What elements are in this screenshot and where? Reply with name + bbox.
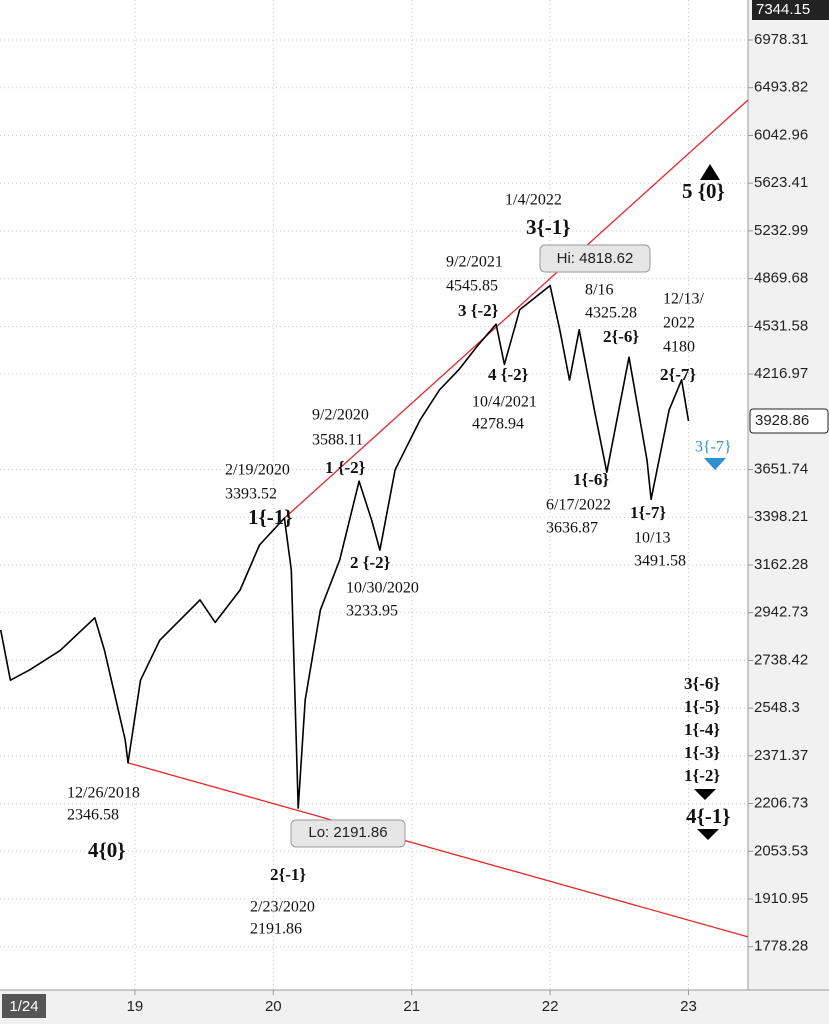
- top-price-box: [752, 0, 829, 20]
- annotation: 9/2/2021: [446, 254, 503, 271]
- high-label: Hi: 4818.62: [557, 250, 634, 267]
- annotation: 2191.86: [250, 921, 302, 938]
- annotation: 3{-1}: [526, 215, 571, 239]
- last-price: 3928.86: [755, 412, 809, 429]
- y-tick-label: 6978.31: [754, 31, 808, 48]
- top-price: 7344.15: [756, 1, 810, 18]
- y-tick-label: 3162.28: [754, 556, 808, 573]
- x-start-box: [2, 994, 46, 1018]
- price-line: [0, 284, 690, 809]
- y-axis-panel: [748, 0, 829, 1024]
- annotation: 1{-7}: [630, 503, 666, 522]
- x-tick-label: 22: [542, 998, 559, 1015]
- y-tick-label: 6042.96: [754, 126, 808, 143]
- annotation: 3393.52: [225, 486, 277, 503]
- annotation: 12/26/2018: [67, 785, 140, 802]
- y-tick-label: 2206.73: [754, 795, 808, 812]
- annotation: 9/2/2020: [312, 407, 369, 424]
- y-tick-label: 6493.82: [754, 79, 808, 96]
- annotation: 5 {0}: [682, 179, 725, 203]
- annotation: 1{-4}: [684, 720, 720, 739]
- x-start-label: 1/24: [9, 998, 38, 1015]
- annotation: 1{-2}: [684, 766, 720, 785]
- low-callout: [290, 819, 406, 848]
- triangle-down: [704, 458, 726, 470]
- triangle-down: [697, 829, 719, 840]
- trendline: [283, 99, 749, 519]
- x-tick-label: 19: [127, 998, 144, 1015]
- annotation: 6/17/2022: [546, 497, 611, 514]
- y-tick-label: 2371.37: [754, 747, 808, 764]
- annotation: 3233.95: [346, 603, 398, 620]
- y-tick-label: 5623.41: [754, 174, 808, 191]
- annotation: 4{-1}: [686, 804, 731, 828]
- annotation: 1/4/2022: [505, 192, 562, 209]
- annotation: 4325.28: [585, 305, 637, 322]
- annotation: 2346.58: [67, 807, 119, 824]
- last-price-box: [749, 408, 829, 434]
- annotation: 3 {-2}: [458, 301, 499, 320]
- triangle-up: [700, 164, 720, 180]
- triangle-down: [694, 789, 716, 800]
- trendline: [127, 762, 749, 938]
- x-tick-label: 20: [265, 998, 282, 1015]
- annotation: 4 {-2}: [488, 365, 529, 384]
- annotation: 1{-6}: [573, 470, 609, 489]
- y-tick-label: 3651.74: [754, 460, 808, 477]
- y-tick-label: 4216.97: [754, 365, 808, 382]
- y-tick-label: 3398.21: [754, 508, 808, 525]
- annotation: 2{-1}: [270, 865, 306, 884]
- annotation: 1{-1}: [248, 505, 293, 529]
- y-tick-label: 4869.68: [754, 270, 808, 287]
- annotation: 1{-3}: [684, 743, 720, 762]
- annotation: 2 {-2}: [350, 553, 391, 572]
- annotation: 1{-5}: [684, 697, 720, 716]
- annotation: 2{-6}: [603, 327, 639, 346]
- annotation: 10/13: [634, 530, 670, 547]
- annotation: 1 {-2}: [325, 458, 366, 477]
- annotation: 3588.11: [312, 432, 363, 449]
- x-axis-panel: [0, 990, 829, 1024]
- annotation: 2022: [663, 315, 695, 332]
- annotation: 3636.87: [546, 520, 598, 537]
- y-tick-label: 2053.53: [754, 842, 808, 859]
- annotation: 4545.85: [446, 278, 498, 295]
- y-tick-label: 4531.58: [754, 317, 808, 334]
- y-tick-label: 2548.3: [754, 699, 800, 716]
- annotation: 2/19/2020: [225, 462, 290, 479]
- annotation: 3{-7}: [695, 439, 732, 456]
- y-tick-label: 1910.95: [754, 890, 808, 907]
- annotation: 2/23/2020: [250, 899, 315, 916]
- y-tick-label: 5232.99: [754, 222, 808, 239]
- x-tick-label: 21: [403, 998, 420, 1015]
- x-tick-label: 23: [680, 998, 697, 1015]
- annotation: 2{-7}: [660, 365, 696, 384]
- annotation: 3491.58: [634, 553, 686, 570]
- annotation: 12/13/: [663, 291, 704, 308]
- annotation: 10/4/2021: [472, 394, 537, 411]
- high-callout: [539, 244, 651, 273]
- annotation: 4180: [663, 339, 695, 356]
- y-tick-label: 2942.73: [754, 604, 808, 621]
- low-label: Lo: 2191.86: [308, 824, 387, 841]
- annotation: 10/30/2020: [346, 580, 419, 597]
- y-tick-label: 1778.28: [754, 938, 808, 955]
- annotation: 4{0}: [88, 838, 126, 862]
- annotation: 4278.94: [472, 416, 524, 433]
- y-tick-label: 2738.42: [754, 651, 808, 668]
- annotation: 3{-6}: [684, 674, 720, 693]
- annotation: 8/16: [585, 282, 613, 299]
